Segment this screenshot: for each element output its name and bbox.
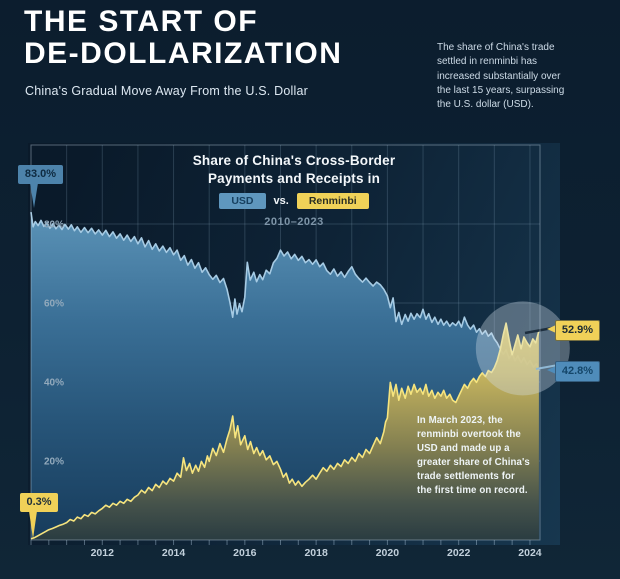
legend-renminbi-badge: Renminbi <box>296 193 369 209</box>
page-title-line1: THE START OF <box>24 5 259 38</box>
usd-start-callout: 83.0% <box>18 165 63 184</box>
intro-paragraph: The share of China's trade settled in re… <box>437 42 565 111</box>
chart-date-range: 2010–2023 <box>264 216 324 228</box>
svg-text:2014: 2014 <box>162 547 186 559</box>
svg-text:2016: 2016 <box>233 547 257 559</box>
legend-vs-label: vs. <box>273 195 289 207</box>
rmb-end-callout-pointer <box>547 325 556 333</box>
svg-text:2012: 2012 <box>91 547 115 559</box>
chart-legend: USD vs. Renminbi <box>28 193 560 209</box>
march-2023-annotation: In March 2023, the renminbi overtook the… <box>417 415 530 496</box>
chart-layers: 20% 40% 60% 80% 2012 2014 2016 2018 2020 2022 2024 <box>30 144 570 559</box>
svg-text:2024: 2024 <box>518 547 542 559</box>
usd-start-callout-pointer <box>30 183 38 208</box>
legend-usd-badge: USD <box>219 193 266 209</box>
chart-title-line2: Payments and Receipts in <box>207 171 381 186</box>
svg-text:60%: 60% <box>44 299 64 310</box>
usd-end-callout-pointer <box>547 366 556 374</box>
svg-text:80%: 80% <box>44 220 64 231</box>
area-chart: 20% 40% 60% 80% 2012 2014 2016 2018 2020 2022 2024 <box>30 144 570 559</box>
page-subtitle: China's Gradual Move Away From the U.S. … <box>25 84 308 98</box>
usd-end-callout: 42.8% <box>555 361 600 382</box>
chart-panel: Share of China's Cross-Border Payments a… <box>28 143 570 559</box>
rmb-start-callout: 0.3% <box>20 493 58 512</box>
svg-text:2022: 2022 <box>447 547 471 559</box>
rmb-end-callout: 52.9% <box>555 320 600 341</box>
chart-title: Share of China's Cross-Border Payments a… <box>28 152 560 188</box>
svg-text:2018: 2018 <box>304 547 328 559</box>
svg-text:2020: 2020 <box>376 547 400 559</box>
chart-title-line1: Share of China's Cross-Border <box>192 153 396 168</box>
rmb-start-callout-pointer <box>29 511 37 539</box>
page-title-line2: DE-DOLLARIZATION <box>24 37 343 70</box>
svg-text:40%: 40% <box>44 378 64 389</box>
page-title: THE START OF DE-DOLLARIZATION <box>24 6 342 70</box>
svg-text:20%: 20% <box>44 457 64 468</box>
